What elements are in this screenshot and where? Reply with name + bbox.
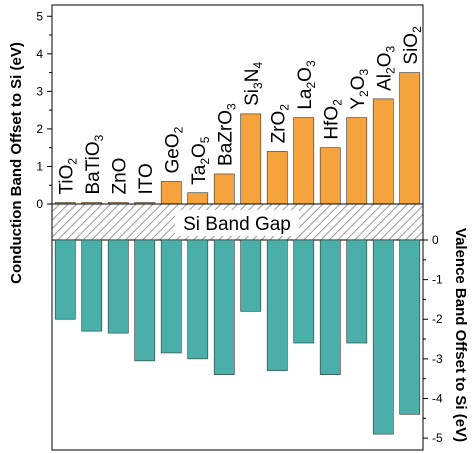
material-label: TiO2 (56, 158, 79, 195)
conduction-bar (240, 113, 262, 205)
material-label: Si3N4 (242, 62, 265, 106)
valence-bar (107, 239, 129, 334)
y2-tick-label: -1 (432, 273, 443, 287)
material-label: ZrO2 (268, 104, 291, 144)
y-tick-label: 4 (36, 47, 43, 61)
conduction-bar (187, 192, 209, 205)
valence-bar (293, 239, 315, 344)
valence-bar (399, 239, 421, 415)
material-label: Ta2O5 (189, 136, 212, 185)
valence-bar (134, 239, 156, 362)
conduction-bar (293, 117, 315, 205)
y2-axis-title: Valence Band Offset to Si (eV) (452, 228, 469, 442)
material-label: La2O3 (295, 60, 318, 110)
material-label: HfO2 (321, 99, 344, 140)
valence-band-panel: Valence Band Offset to Si (eV) 0 -1 -2 -3 -4… (51, 228, 469, 451)
conduction-bar (160, 181, 182, 205)
material-label: Al2O3 (374, 45, 397, 90)
conduction-bar (399, 72, 421, 205)
band-gap-label: Si Band Gap (183, 214, 291, 235)
y2-tick-label: -3 (432, 352, 443, 366)
y2-tick-label: -4 (432, 391, 443, 405)
valence-bar (81, 239, 103, 332)
material-label: BaTiO3 (83, 134, 106, 194)
material-label: GeO2 (162, 126, 185, 173)
conduction-bar (319, 147, 341, 205)
si-band-gap: Si Band Gap (51, 203, 424, 241)
valence-bar (187, 239, 209, 360)
y-tick-label: 0 (36, 197, 43, 211)
y2-axis-ticks: 0 -1 -2 -3 -4 -5 (423, 233, 443, 445)
y-tick-label: 2 (36, 122, 43, 136)
valence-bar (213, 239, 235, 376)
valence-bar (160, 239, 182, 354)
valence-bar (372, 239, 394, 435)
y-axis-ticks: 0 1 2 3 4 5 (36, 9, 52, 211)
y-tick-label: 5 (36, 9, 43, 23)
material-label: ITO (136, 163, 157, 194)
lower-plot-frame (51, 239, 424, 451)
material-label: BaZrO3 (215, 103, 238, 166)
valence-bar (266, 239, 288, 372)
conduction-bars (54, 72, 421, 205)
valence-bar (346, 239, 368, 344)
material-label: SiO2 (401, 26, 424, 65)
material-label: ZnO (109, 158, 130, 195)
conduction-bar (266, 151, 288, 205)
conduction-bar (372, 98, 394, 205)
conduction-bar (346, 117, 368, 205)
y-tick-label: 3 (36, 84, 43, 98)
valence-bar (240, 239, 262, 312)
y2-tick-label: -5 (432, 431, 443, 445)
valence-bar (54, 239, 76, 320)
conduction-band-panel: Conduction Band Offset to Si (eV) 0 1 2 3 4 5… (8, 4, 424, 284)
valence-bars (54, 239, 421, 435)
conduction-bar (213, 173, 235, 205)
y2-tick-label: 0 (432, 233, 439, 247)
y2-tick-label: -2 (432, 312, 443, 326)
y-tick-label: 1 (36, 159, 43, 173)
band-gap-label-bg (175, 210, 299, 236)
material-label: Y2O3 (348, 68, 371, 109)
valence-bar (319, 239, 341, 376)
y-axis-title: Conduction Band Offset to Si (eV) (8, 42, 25, 284)
